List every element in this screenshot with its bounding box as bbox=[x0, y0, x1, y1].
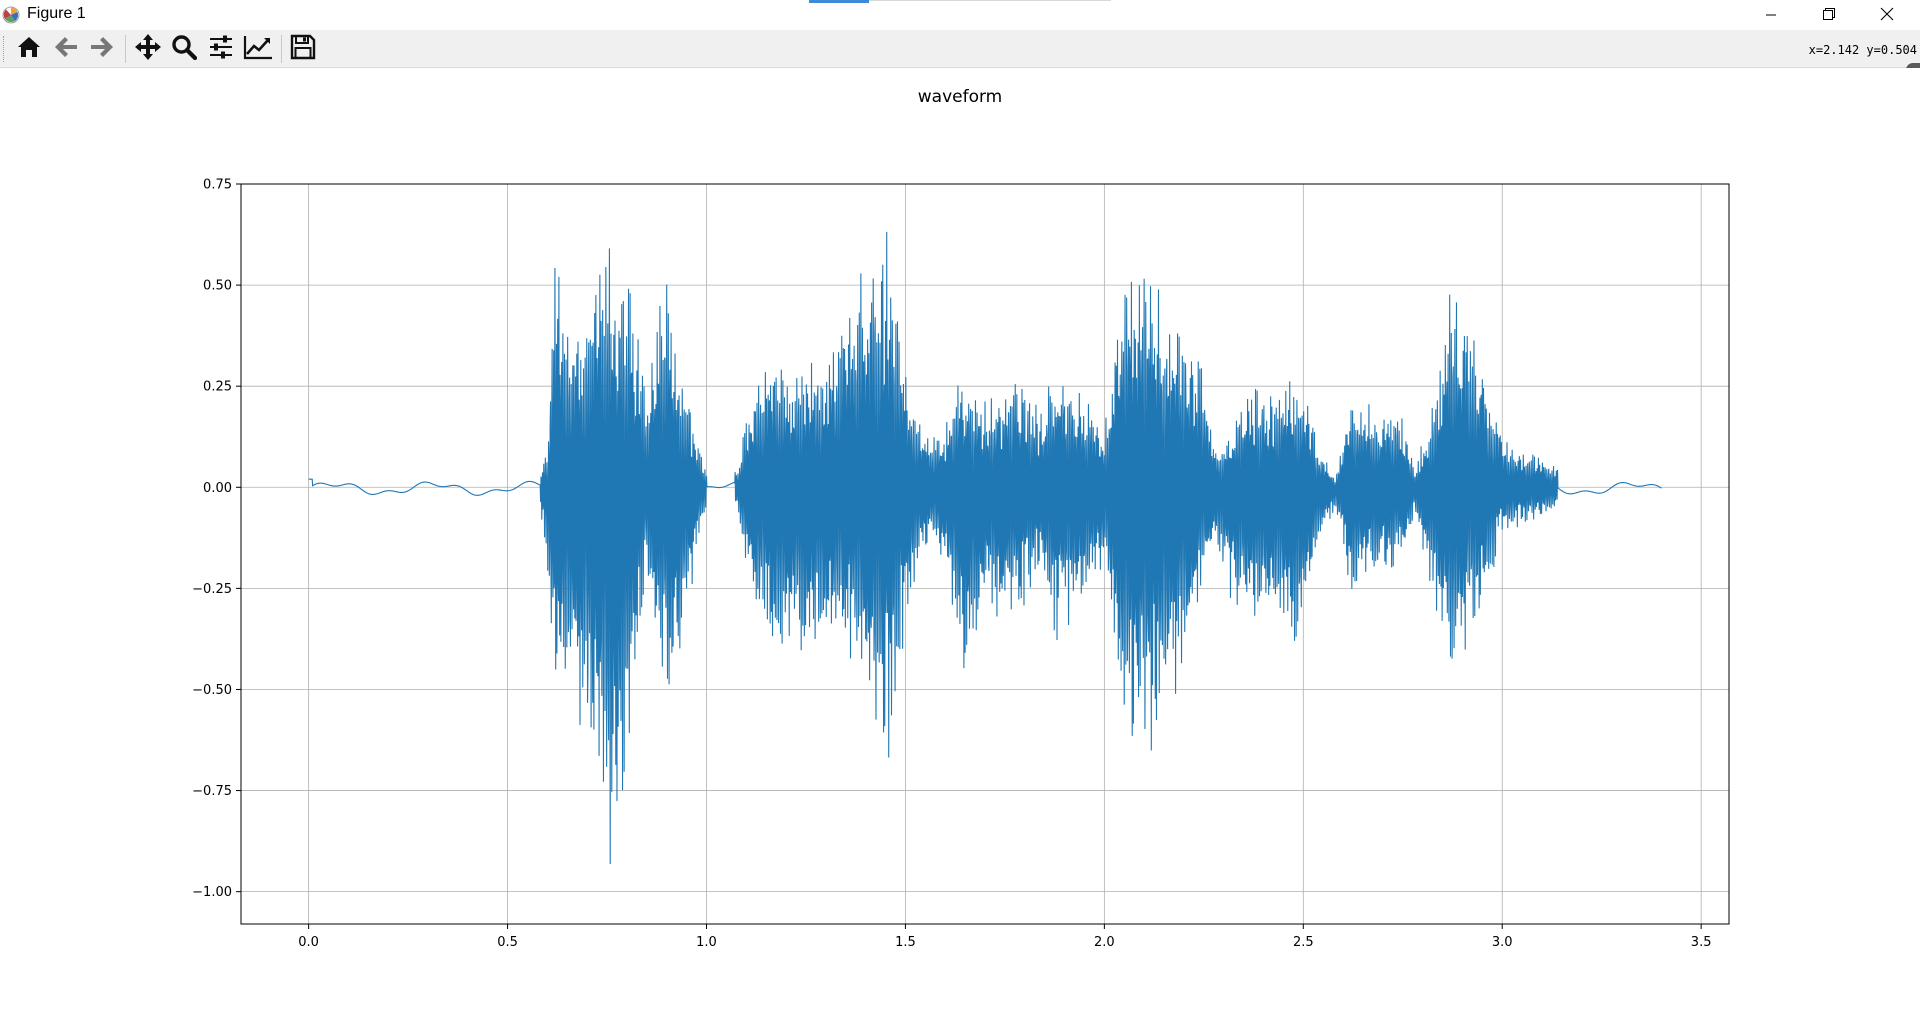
navigation-toolbar: x=2.142 y=0.504 bbox=[0, 30, 1920, 68]
waveform-line-layer bbox=[308, 231, 1662, 864]
chart-title: waveform bbox=[918, 87, 1002, 107]
x-tick-label: 0.5 bbox=[497, 935, 518, 950]
y-tick-label: 0.50 bbox=[203, 279, 232, 294]
y-tick-label: 0.25 bbox=[203, 380, 232, 395]
y-tick-label: −0.25 bbox=[192, 582, 232, 597]
y-tick-label: 0.75 bbox=[203, 178, 232, 193]
home-icon bbox=[16, 34, 42, 64]
x-tick-label: 2.0 bbox=[1094, 935, 1115, 950]
home-button[interactable] bbox=[14, 34, 44, 64]
x-tick-label: 2.5 bbox=[1293, 935, 1314, 950]
active-tab-indicator bbox=[809, 0, 869, 3]
x-tick-label: 3.0 bbox=[1492, 935, 1513, 950]
zoom-button[interactable] bbox=[169, 34, 199, 64]
y-tick-label: 0.00 bbox=[203, 481, 232, 496]
y-tick-label: −0.50 bbox=[192, 683, 232, 698]
toolbar-separator bbox=[125, 35, 126, 63]
back-arrow-icon bbox=[53, 34, 79, 64]
y-tick-label: −0.75 bbox=[192, 784, 232, 799]
close-button[interactable] bbox=[1858, 0, 1916, 30]
forward-button[interactable] bbox=[87, 34, 117, 64]
matplotlib-logo-icon bbox=[2, 6, 20, 24]
zoom-magnifier-icon bbox=[171, 34, 198, 64]
save-floppy-icon bbox=[290, 34, 316, 64]
window-title: Figure 1 bbox=[27, 5, 86, 22]
axis-ticks: 0.0 0.5 1.0 1.5 2.0 2.5 3.0 3.5 0.75 0.50 0.25 0.00… bbox=[192, 178, 1711, 951]
forward-arrow-icon bbox=[89, 34, 115, 64]
edit-axis-chart-icon bbox=[243, 34, 273, 64]
pan-button[interactable] bbox=[133, 34, 163, 64]
pan-move-icon bbox=[134, 33, 162, 65]
x-tick-label: 1.0 bbox=[696, 935, 717, 950]
minimize-icon bbox=[1765, 6, 1777, 25]
close-icon bbox=[1880, 6, 1894, 25]
toolbar-grip[interactable] bbox=[3, 36, 7, 62]
subplots-sliders-icon bbox=[208, 34, 234, 64]
x-tick-label: 3.5 bbox=[1691, 935, 1712, 950]
tab-strip-line bbox=[869, 0, 1111, 1]
restore-icon bbox=[1822, 6, 1836, 25]
waveform-line bbox=[308, 231, 1662, 864]
figure-canvas[interactable]: waveform 0.0 0.5 1.0 1.5 2.0 2.5 3.0 3.5 0.75 0.5… bbox=[0, 68, 1920, 1027]
cursor-coordinates: x=2.142 y=0.504 bbox=[1808, 43, 1917, 57]
save-button[interactable] bbox=[288, 34, 318, 64]
restore-button[interactable] bbox=[1800, 0, 1858, 30]
configure-subplots-button[interactable] bbox=[206, 34, 236, 64]
y-tick-label: −1.00 bbox=[192, 885, 232, 900]
axes-frame bbox=[240, 183, 1730, 925]
x-tick-label: 0.0 bbox=[298, 935, 319, 950]
edit-axis-button[interactable] bbox=[243, 34, 273, 64]
minimize-button[interactable] bbox=[1742, 0, 1800, 30]
window-titlebar[interactable]: Figure 1 bbox=[0, 0, 1920, 30]
back-button[interactable] bbox=[51, 34, 81, 64]
x-tick-label: 1.5 bbox=[895, 935, 916, 950]
toolbar-separator bbox=[281, 35, 282, 63]
